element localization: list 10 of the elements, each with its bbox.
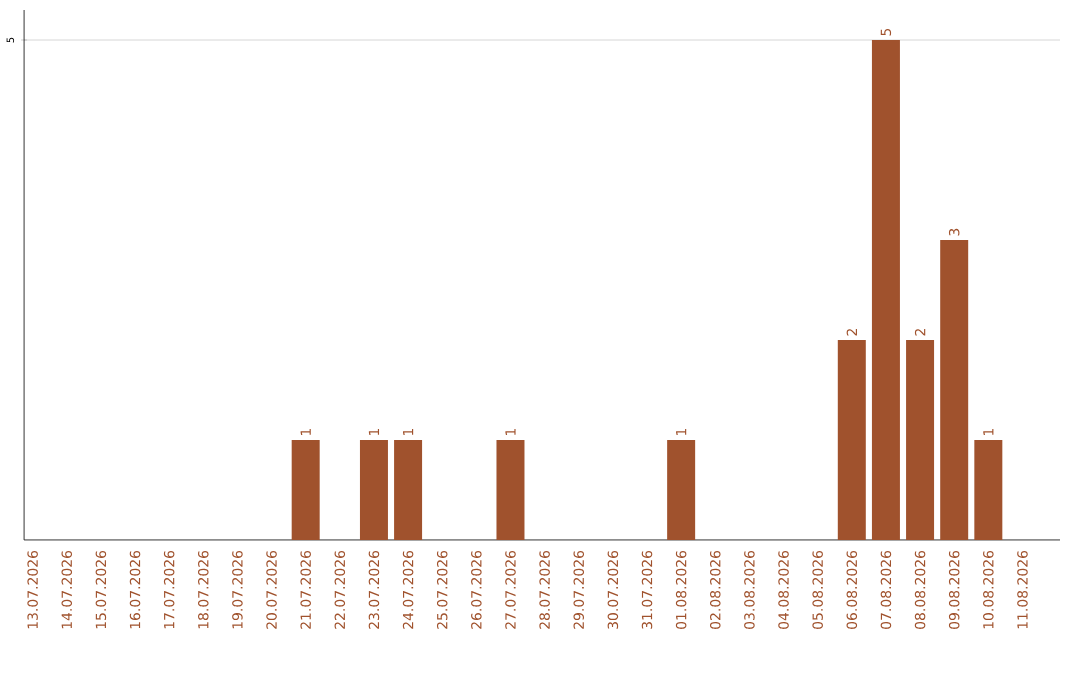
bar — [496, 439, 525, 540]
bar — [667, 439, 696, 540]
bar — [974, 439, 1003, 540]
bar — [871, 40, 900, 540]
bar — [906, 340, 935, 540]
bar — [394, 439, 423, 540]
bar — [837, 340, 866, 540]
bar — [291, 439, 320, 540]
bar — [940, 240, 969, 540]
bar — [359, 439, 388, 540]
